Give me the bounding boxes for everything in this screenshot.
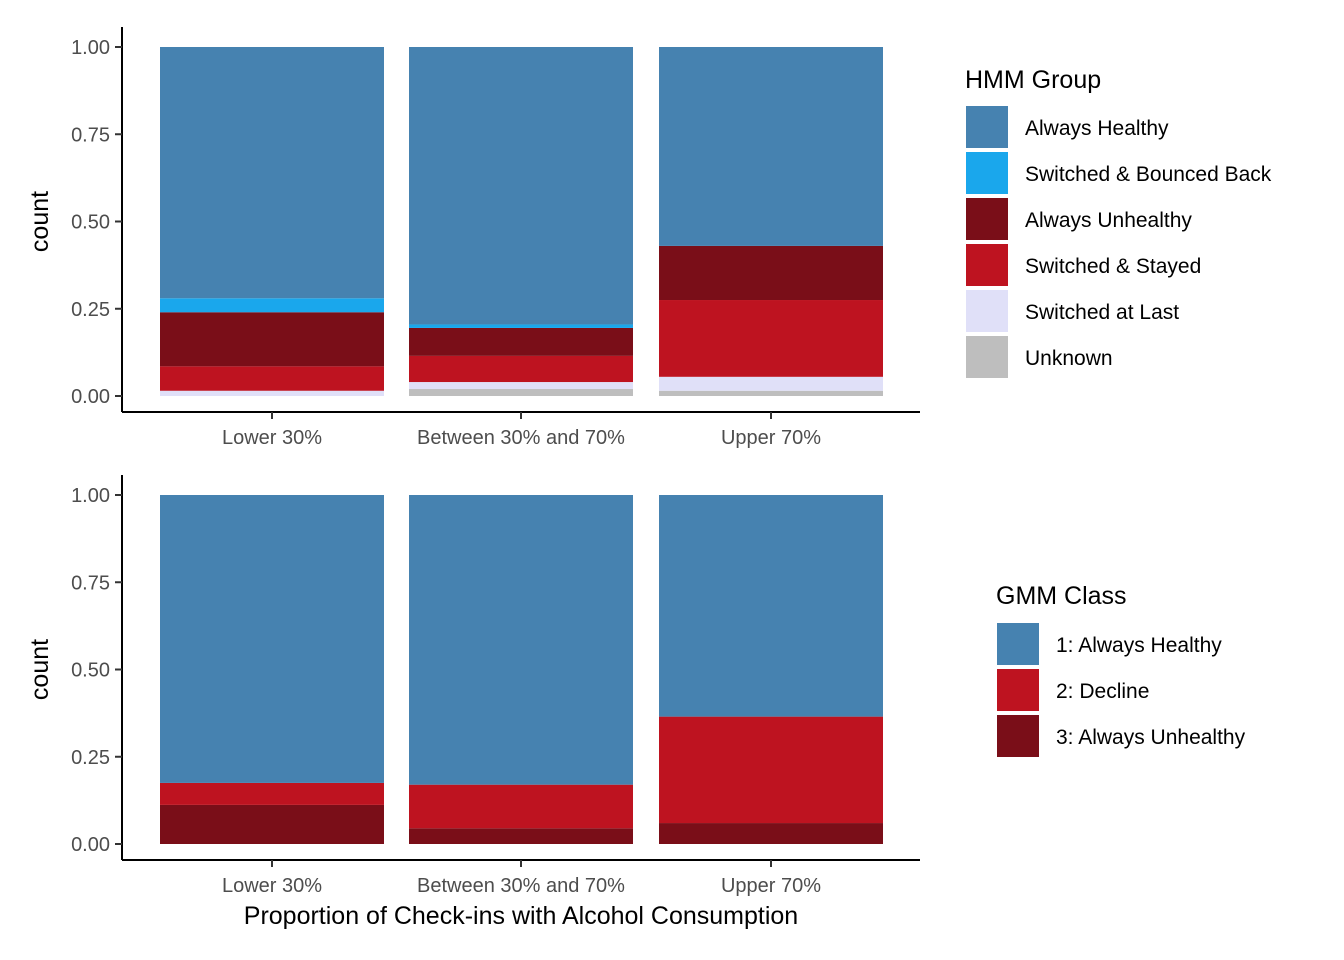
chart-panel-1: 0.00 0.25 0.50 0.75 1.00 Lower 30% Between 30%… [26,27,1272,449]
bar-segment-1-3-3 [659,245,883,301]
bar-segment-1-3-6 [659,390,883,396]
legend-key [966,152,1008,194]
legend-label: Unknown [1025,347,1113,370]
bar-segment-1-1-2 [160,298,384,313]
bar-segment-1-3-5 [659,376,883,391]
legend-key [997,623,1039,665]
bar-segment-2-2-1 [409,495,633,785]
bar-segment-2-2-3 [409,828,633,844]
legend-key [966,106,1008,148]
legend-key [966,244,1008,286]
bar-segment-1-2-2 [409,324,633,328]
legend-label: Always Unhealthy [1025,209,1192,232]
legend-label: Switched & Bounced Back [1025,163,1272,186]
x-tick-label: Upper 70% [721,427,821,449]
legend-title: HMM Group [965,66,1101,94]
bar-segment-2-3-1 [659,495,883,717]
bar-segment-1-2-1 [409,47,633,325]
legend-key [966,290,1008,332]
y-tick-label: 0.25 [71,747,110,769]
bar-segment-2-2-2 [409,784,633,829]
bar-segment-1-2-6 [409,389,633,396]
bar-segment-2-1-1 [160,495,384,783]
legend-label: Switched & Stayed [1025,255,1201,278]
legend-label: Switched at Last [1025,301,1179,324]
y-tick-label: 0.75 [71,124,110,146]
legend-key [966,198,1008,240]
legend-1: HMM Group Always Healthy Switched & Bounce… [965,66,1272,378]
bar-segment-2-3-2 [659,716,883,824]
bar-segment-2-1-3 [160,804,384,844]
x-tick-label: Lower 30% [222,427,322,449]
x-tick-label: Between 30% and 70% [417,427,625,449]
legend-label: 1: Always Healthy [1056,634,1222,657]
bar-segment-1-3-1 [659,47,883,246]
x-tick-label: Lower 30% [222,875,322,897]
chart-panel-2: 0.00 0.25 0.50 0.75 1.00 Lower 30% Between 30%… [26,475,1246,930]
y-axis-title: count [26,191,54,252]
x-tick-label: Between 30% and 70% [417,875,625,897]
y-axis-title: count [26,639,54,700]
legend-2: GMM Class 1: Always Healthy 2: Decline 3: A… [996,582,1246,757]
bar-segment-1-1-4 [160,366,384,391]
y-tick-label: 0.00 [71,834,110,856]
y-tick-label: 0.50 [71,660,110,682]
bar-segment-1-1-1 [160,47,384,299]
legend-label: Always Healthy [1025,117,1169,140]
x-axis-title: Proportion of Check-ins with Alcohol Con… [244,902,798,930]
bar-segment-2-3-3 [659,823,883,844]
y-tick-label: 1.00 [71,485,110,507]
bar-segment-1-3-4 [659,300,883,377]
legend-key [997,715,1039,757]
x-tick-label: Upper 70% [721,875,821,897]
legend-label: 2: Decline [1056,680,1149,703]
bar-segment-2-1-2 [160,782,384,805]
legend-label: 3: Always Unhealthy [1056,726,1246,749]
y-tick-label: 1.00 [71,37,110,59]
bar-segment-1-2-3 [409,327,633,356]
y-tick-label: 0.75 [71,572,110,594]
legend-title: GMM Class [996,582,1127,610]
y-tick-label: 0.00 [71,386,110,408]
y-tick-label: 0.25 [71,299,110,321]
legend-key [966,336,1008,378]
legend-key [997,669,1039,711]
bar-segment-1-1-5 [160,390,384,396]
bar-segment-1-2-4 [409,355,633,383]
y-tick-label: 0.50 [71,212,110,234]
bar-segment-1-2-5 [409,382,633,390]
bar-segment-1-1-3 [160,312,384,367]
